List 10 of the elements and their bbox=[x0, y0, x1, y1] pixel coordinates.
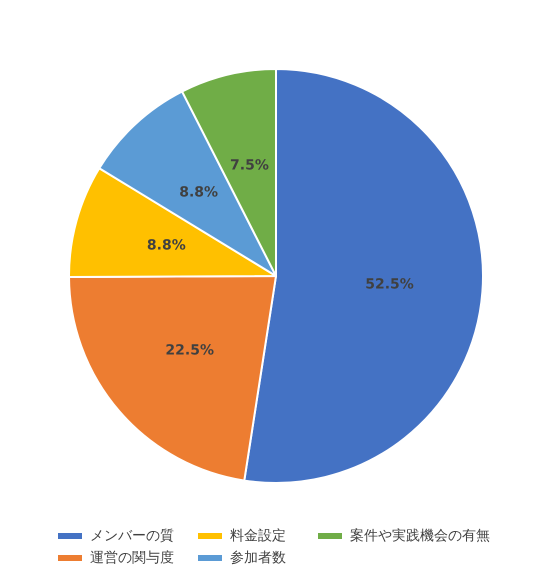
data-label: 7.5% bbox=[230, 157, 269, 174]
data-label: 8.8% bbox=[179, 184, 218, 200]
data-label: 22.5% bbox=[165, 342, 214, 358]
data-label: 52.5% bbox=[365, 276, 414, 293]
data-label: 8.8% bbox=[146, 237, 186, 254]
legend-label: メンバーの質 bbox=[90, 528, 174, 544]
legend-label: 料金設定 bbox=[230, 528, 286, 544]
legend-label: 参加者数 bbox=[230, 550, 286, 566]
legend-label: 運営の関与度 bbox=[90, 550, 174, 566]
legend-label: 案件や実践機会の有無 bbox=[350, 527, 490, 544]
